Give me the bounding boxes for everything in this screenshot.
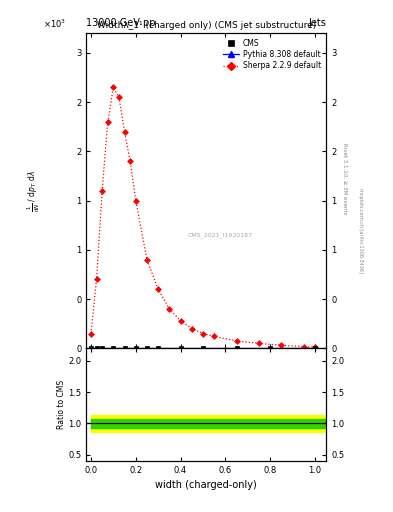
- Y-axis label: Ratio to CMS: Ratio to CMS: [57, 380, 66, 429]
- Text: 13000 GeV pp: 13000 GeV pp: [86, 18, 156, 28]
- Y-axis label: $\frac{1}{\mathrm{d}N}$ / $\mathrm{d}p_T$ $\mathrm{d}\lambda$: $\frac{1}{\mathrm{d}N}$ / $\mathrm{d}p_T…: [25, 170, 42, 212]
- Text: mcplots.cern.ch [arXiv:1306.3436]: mcplots.cern.ch [arXiv:1306.3436]: [358, 188, 363, 273]
- X-axis label: width (charged-only): width (charged-only): [156, 480, 257, 490]
- Title: Widthλ_1¹ (charged only) (CMS jet substructure): Widthλ_1¹ (charged only) (CMS jet substr…: [97, 20, 316, 30]
- Text: CMS_2021_I1920187: CMS_2021_I1920187: [187, 232, 252, 238]
- Text: Jets: Jets: [309, 18, 326, 28]
- Legend: CMS, Pythia 8.308 default, Sherpa 2.2.9 default: CMS, Pythia 8.308 default, Sherpa 2.2.9 …: [222, 37, 322, 72]
- Text: Rivet 3.1.10, ≥ 3M events: Rivet 3.1.10, ≥ 3M events: [342, 143, 347, 215]
- Text: $\times10^3$: $\times10^3$: [43, 18, 66, 30]
